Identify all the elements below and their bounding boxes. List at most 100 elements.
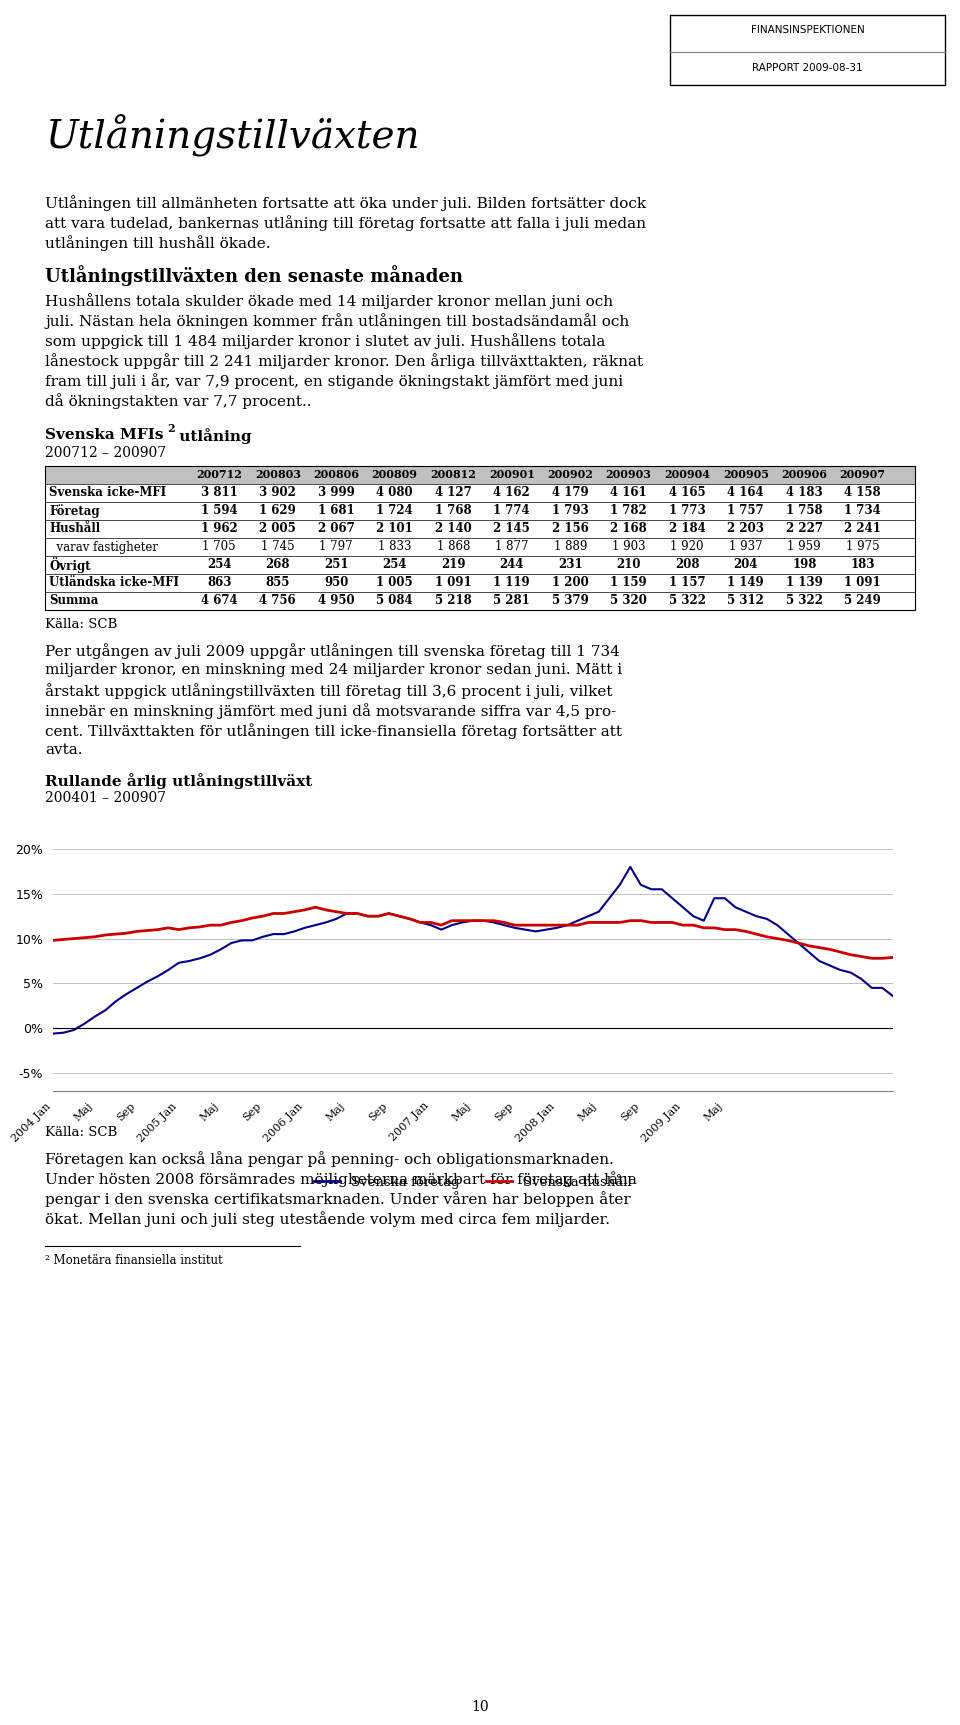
Text: 3 999: 3 999 [318,486,354,500]
Text: 1 745: 1 745 [261,540,295,554]
Text: 1 962: 1 962 [201,523,238,535]
Text: varav fastigheter: varav fastigheter [49,540,158,554]
Text: 1 975: 1 975 [846,540,879,554]
Text: lånestock uppgår till 2 241 miljarder kronor. Den årliga tillväxttakten, räknat: lånestock uppgår till 2 241 miljarder kr… [45,354,643,369]
Text: cent. Tillväxttakten för utlåningen till icke-finansiella företag fortsätter att: cent. Tillväxttakten för utlåningen till… [45,723,622,738]
Text: Källa: SCB: Källa: SCB [45,618,117,631]
Text: 2 145: 2 145 [493,523,530,535]
Text: 200401 – 200907: 200401 – 200907 [45,792,166,806]
Text: 5 322: 5 322 [669,595,706,607]
Text: innebär en minskning jämfört med juni då motsvarande siffra var 4,5 pro-: innebär en minskning jämfört med juni då… [45,704,616,719]
Text: Svenska MFIs: Svenska MFIs [45,428,163,442]
Text: 1 959: 1 959 [787,540,821,554]
Text: 1 159: 1 159 [611,576,647,590]
Text: Summa: Summa [49,595,98,607]
Text: 1 629: 1 629 [259,504,296,518]
Text: 268: 268 [266,559,290,571]
Text: 204: 204 [733,559,758,571]
Text: 1 774: 1 774 [493,504,530,518]
Text: pengar i den svenska certifikatsmarknaden. Under våren har beloppen åter: pengar i den svenska certifikatsmarknade… [45,1190,631,1208]
Text: 200812: 200812 [430,469,476,481]
Text: 1 782: 1 782 [611,504,647,518]
Text: ökat. Mellan juni och juli steg utestående volym med circa fem miljarder.: ökat. Mellan juni och juli steg uteståen… [45,1211,610,1226]
Text: 2 156: 2 156 [552,523,588,535]
Text: 4 183: 4 183 [786,486,823,500]
Text: 1 139: 1 139 [786,576,823,590]
Text: 4 950: 4 950 [318,595,354,607]
Text: 3 811: 3 811 [201,486,238,500]
Text: 2 067: 2 067 [318,523,354,535]
Text: 2 168: 2 168 [611,523,647,535]
Text: 5 322: 5 322 [785,595,823,607]
Text: 1 091: 1 091 [435,576,471,590]
Text: 1 724: 1 724 [376,504,413,518]
Text: 855: 855 [266,576,290,590]
Text: 244: 244 [499,559,524,571]
Text: 200809: 200809 [372,469,418,481]
Text: 950: 950 [324,576,348,590]
Text: utlåningen till hushåll ökade.: utlåningen till hushåll ökade. [45,235,271,250]
Text: 1 734: 1 734 [845,504,881,518]
Text: 200906: 200906 [781,469,828,481]
Text: årstakt uppgick utlåningstillväxten till företag till 3,6 procent i juli, vilket: årstakt uppgick utlåningstillväxten till… [45,683,612,699]
Text: 1 937: 1 937 [729,540,762,554]
Text: FINANSINSPEKTIONEN: FINANSINSPEKTIONEN [751,24,864,34]
Text: 1 920: 1 920 [670,540,704,554]
Text: 4 164: 4 164 [728,486,764,500]
Text: Svenska icke-MFI: Svenska icke-MFI [49,486,166,500]
Text: Företagen kan också låna pengar på penning- och obligationsmarknaden.: Företagen kan också låna pengar på penni… [45,1151,613,1166]
Text: 5 218: 5 218 [435,595,471,607]
Text: 5 084: 5 084 [376,595,413,607]
Bar [45,466,915,485]
Text: 1 793: 1 793 [552,504,588,518]
Text: 2: 2 [167,423,175,435]
Text: avta.: avta. [45,743,83,757]
Text: 1 594: 1 594 [201,504,237,518]
Text: 10: 10 [471,1701,489,1715]
Text: 1 889: 1 889 [554,540,587,554]
Text: 4 165: 4 165 [669,486,706,500]
Text: 254: 254 [382,559,407,571]
Text: Rullande årlig utlåningstillväxt: Rullande årlig utlåningstillväxt [45,773,312,788]
Text: 2 101: 2 101 [376,523,413,535]
Text: 200901: 200901 [489,469,535,481]
Text: 2 227: 2 227 [785,523,823,535]
Text: utlåning: utlåning [174,428,252,443]
Text: 200803: 200803 [254,469,300,481]
Text: 1 705: 1 705 [203,540,236,554]
Text: Utlåningstillväxten den senaste månaden: Utlåningstillväxten den senaste månaden [45,266,463,286]
Text: 219: 219 [441,559,466,571]
Text: 200907: 200907 [840,469,886,481]
Text: 200902: 200902 [547,469,593,481]
Text: 4 080: 4 080 [376,486,413,500]
Text: 198: 198 [792,559,816,571]
Text: 2 140: 2 140 [435,523,471,535]
Bar [45,466,915,611]
Text: 210: 210 [616,559,641,571]
Text: att vara tudelad, bankernas utlåning till företag fortsatte att falla i juli med: att vara tudelad, bankernas utlåning til… [45,216,646,231]
Text: Företag: Företag [49,504,100,518]
Text: 200806: 200806 [313,469,359,481]
Text: 1 091: 1 091 [845,576,881,590]
Text: Hushållens totala skulder ökade med 14 miljarder kronor mellan juni och: Hushållens totala skulder ökade med 14 m… [45,293,613,309]
Text: 200905: 200905 [723,469,769,481]
Text: 2 203: 2 203 [728,523,764,535]
Text: 4 674: 4 674 [201,595,237,607]
Text: 1 877: 1 877 [495,540,529,554]
Text: 254: 254 [207,559,231,571]
Text: Per utgången av juli 2009 uppgår utlåningen till svenska företag till 1 734: Per utgången av juli 2009 uppgår utlånin… [45,643,620,659]
Text: 5 312: 5 312 [728,595,764,607]
Text: 183: 183 [851,559,875,571]
Text: 1 757: 1 757 [728,504,764,518]
Text: ² Monetära finansiella institut: ² Monetära finansiella institut [45,1254,223,1266]
Text: 1 768: 1 768 [435,504,471,518]
Text: 2 005: 2 005 [259,523,296,535]
Text: som uppgick till 1 484 miljarder kronor i slutet av juli. Hushållens totala: som uppgick till 1 484 miljarder kronor … [45,333,606,348]
Text: Källa: SCB: Källa: SCB [45,1126,117,1138]
Text: Under hösten 2008 försämrades möjligheterna märkbart för företag att låna: Under hösten 2008 försämrades möjlighete… [45,1171,636,1187]
Text: 200903: 200903 [606,469,652,481]
Text: Utlåningen till allmänheten fortsatte att öka under juli. Bilden fortsätter dock: Utlåningen till allmänheten fortsatte at… [45,195,646,210]
Text: RAPPORT 2009-08-31: RAPPORT 2009-08-31 [753,64,863,72]
Text: 1 119: 1 119 [493,576,530,590]
Text: 1 797: 1 797 [320,540,353,554]
